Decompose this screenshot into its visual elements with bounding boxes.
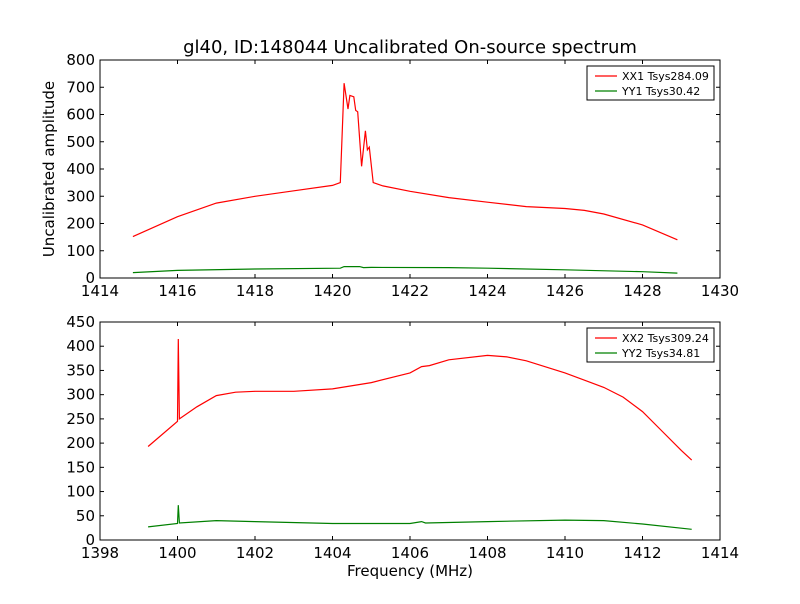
legend: XX2 Tsys309.24 YY2 Tsys34.81 xyxy=(586,327,715,363)
x-tick-label: 1418 xyxy=(236,282,274,300)
x-tick-label: 1410 xyxy=(546,544,584,562)
x-tick-label: 1412 xyxy=(623,544,661,562)
x-tick-label: 1400 xyxy=(158,544,196,562)
y-axis-label: Uncalibrated amplitude xyxy=(40,81,58,257)
y-tick-label: 100 xyxy=(66,483,95,501)
y-tick-label: 0 xyxy=(85,531,95,549)
y-tick-label: 400 xyxy=(66,337,95,355)
legend-label: XX1 Tsys284.09 xyxy=(622,70,709,83)
chart-title: gl40, ID:148044 Uncalibrated On-source s… xyxy=(183,37,637,58)
series-line-xx1 xyxy=(132,83,678,241)
y-tick-label: 450 xyxy=(66,313,95,331)
y-tick-label: 100 xyxy=(66,242,95,260)
x-tick-label: 1398 xyxy=(81,544,119,562)
series-line-xx2 xyxy=(147,338,693,461)
subplot-2: 1398 1400 1402 1404 1406 1408 1410 1412 1414 0 50 1… xyxy=(66,313,739,580)
y-tick-label: 400 xyxy=(66,160,95,178)
legend-box xyxy=(586,65,715,101)
y-tick-label: 50 xyxy=(76,507,95,525)
x-tick-label: 1430 xyxy=(701,282,739,300)
x-tick-label: 1402 xyxy=(236,544,274,562)
y-tick-label: 250 xyxy=(66,410,95,428)
y-tick-label: 600 xyxy=(66,106,95,124)
x-tick-label: 1420 xyxy=(313,282,351,300)
legend-box xyxy=(586,327,715,363)
y-tick-label: 800 xyxy=(66,51,95,69)
x-tick-label: 1404 xyxy=(313,544,351,562)
y-tick-label: 200 xyxy=(66,215,95,233)
x-tick-label: 1428 xyxy=(623,282,661,300)
series-line-yy1 xyxy=(132,266,678,274)
x-tick-label: 1414 xyxy=(81,282,119,300)
legend-label: YY2 Tsys34.81 xyxy=(621,347,700,360)
x-tick-label: 1406 xyxy=(391,544,429,562)
subplot-1: 1414 1416 1418 1420 1422 1424 1426 1428 1430 0 100… xyxy=(40,37,739,300)
y-tick-label: 500 xyxy=(66,133,95,151)
y-tick-label: 150 xyxy=(66,458,95,476)
x-tick-label: 1426 xyxy=(546,282,584,300)
legend-label: XX2 Tsys309.24 xyxy=(622,332,709,345)
series-line-yy2 xyxy=(148,505,692,530)
y-tick-label: 700 xyxy=(66,78,95,96)
x-tick-label: 1424 xyxy=(468,282,506,300)
legend-label: YY1 Tsys30.42 xyxy=(621,85,700,98)
x-axis-label: Frequency (MHz) xyxy=(347,562,473,580)
y-tick-label: 350 xyxy=(66,361,95,379)
x-tick-label: 1416 xyxy=(158,282,196,300)
x-tick-label: 1422 xyxy=(391,282,429,300)
y-tick-label: 0 xyxy=(85,269,95,287)
legend: XX1 Tsys284.09 YY1 Tsys30.42 xyxy=(586,65,715,101)
y-tick-label: 300 xyxy=(66,386,95,404)
y-tick-label: 200 xyxy=(66,434,95,452)
y-tick-label: 300 xyxy=(66,187,95,205)
x-tick-label: 1414 xyxy=(701,544,739,562)
x-tick-label: 1408 xyxy=(468,544,506,562)
